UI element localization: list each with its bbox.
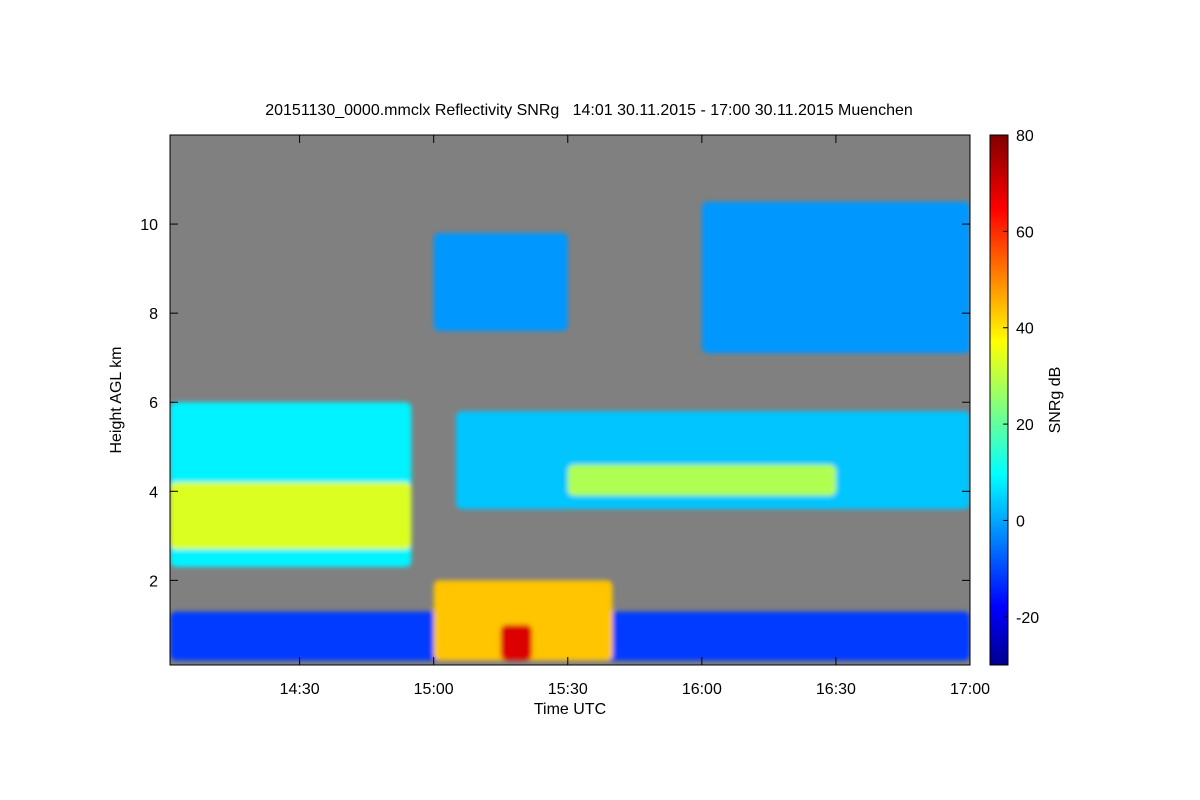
- colorbar-axis: -20 0 20 40 60 80: [1003, 128, 1039, 627]
- x-tick-label-4: 16:00: [682, 681, 722, 698]
- plot-frame: [169, 134, 971, 666]
- x-tick-label-5: 16:30: [816, 681, 856, 698]
- y-tick-label-1: 2: [149, 573, 158, 590]
- cloud-layer-3: [500, 624, 532, 661]
- cloud-layers: [170, 201, 970, 661]
- x-tick-label-3: 15:30: [548, 681, 588, 698]
- cloud-layer-2: [433, 580, 613, 661]
- y-axis-label: Height AGL km: [108, 346, 125, 453]
- y-tick-label-2: 4: [149, 484, 158, 501]
- y-tick-label-4: 8: [149, 306, 158, 323]
- cloud-layer-9: [701, 201, 970, 354]
- colorbar-label: SNRg dB: [1047, 367, 1064, 434]
- cloud-layer-5: [170, 482, 412, 550]
- colorbar-tick-label-2: 0: [1016, 513, 1025, 530]
- x-tick-label-2: 15:00: [414, 681, 454, 698]
- cloud-layer-8: [433, 233, 568, 331]
- colorbar-tick-label-5: 60: [1016, 224, 1034, 241]
- chart-title: 20151130_0000.mmclx Reflectivity SNRg 14…: [265, 102, 913, 119]
- y-axis: 2 4 6 8 10: [140, 217, 970, 590]
- colorbar-tick-label-3: 20: [1016, 417, 1034, 434]
- colorbar-tick-label-6: 80: [1016, 128, 1034, 145]
- colorbar-tick-label-4: 40: [1016, 321, 1034, 338]
- x-tick-label-6: 17:00: [950, 681, 990, 698]
- y-tick-label-3: 6: [149, 395, 158, 412]
- colorbar-tick-label-1: -20: [1016, 610, 1039, 627]
- x-tick-label-1: 14:30: [280, 681, 320, 698]
- x-axis: 14:30 15:00 15:30 16:00 16:30 17:00: [280, 135, 990, 698]
- cloud-layer-7: [567, 464, 836, 496]
- colorbar: [989, 134, 1009, 666]
- x-axis-label: Time UTC: [534, 701, 606, 718]
- y-tick-label-5: 10: [140, 217, 158, 234]
